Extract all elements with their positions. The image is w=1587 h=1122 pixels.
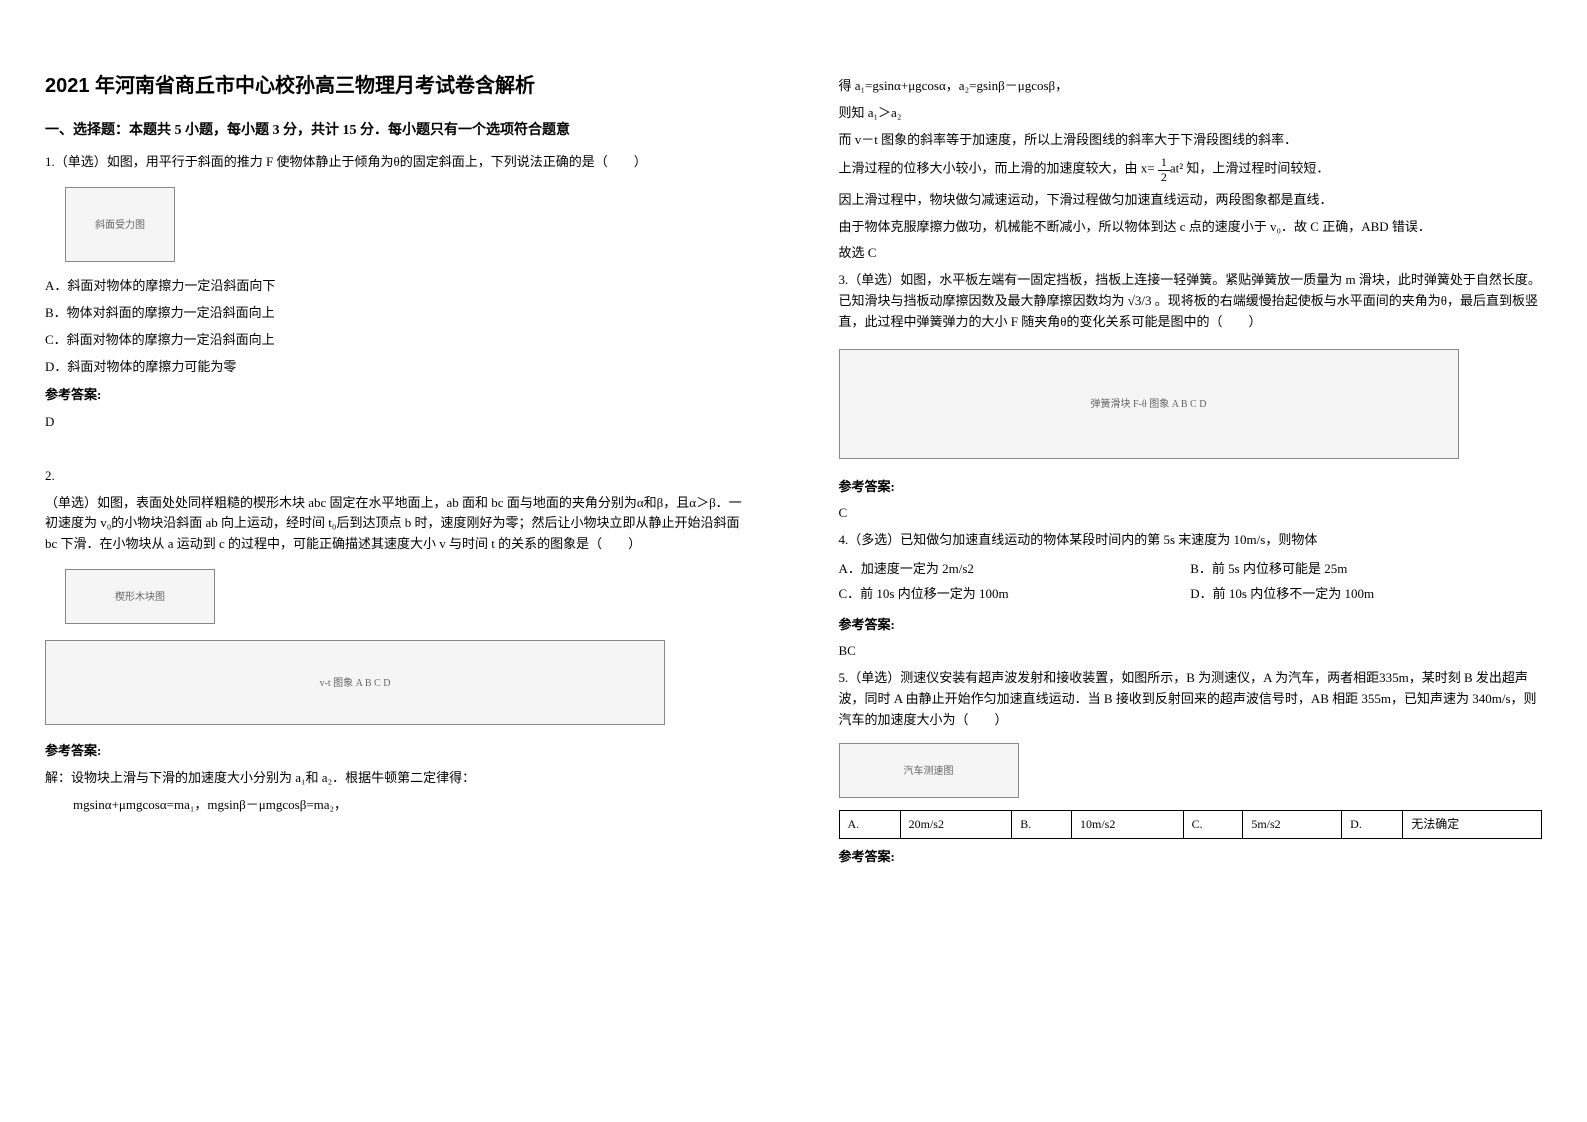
- q2-explain-3: 得 a₁=gsinα+μgcosα，a₂=gsinβ－μgcosβ，: [839, 76, 1543, 97]
- q1-option-c: C．斜面对物体的摩擦力一定沿斜面向上: [45, 330, 749, 351]
- q2-explain-4: 则知 a₁＞a₂: [839, 103, 1543, 124]
- fraction-half: 1 2: [1158, 156, 1170, 183]
- q1-option-b: B．物体对斜面的摩擦力一定沿斜面向上: [45, 303, 749, 324]
- q3-figure: 弹簧滑块 F-θ 图象 A B C D: [839, 349, 1459, 459]
- fraction-den: 2: [1158, 171, 1170, 184]
- q3-sqrt: √3/3: [1128, 293, 1152, 308]
- fraction-tail: at²: [1170, 161, 1183, 176]
- q4-option-a: A．加速度一定为 2m/s2: [839, 559, 1191, 580]
- section-1-title: 一、选择题：本题共 5 小题，每小题 3 分，共计 15 分．每小题只有一个选项…: [45, 120, 749, 142]
- q3-answer: C: [839, 503, 1543, 524]
- q4-option-c: C．前 10s 内位移一定为 100m: [839, 584, 1191, 605]
- q5-stem: 5.（单选）测速仪安装有超声波发射和接收装置，如图所示，B 为测速仪，A 为汽车…: [839, 668, 1543, 730]
- left-column: 2021 年河南省商丘市中心校孙高三物理月考试卷含解析 一、选择题：本题共 5 …: [0, 0, 794, 1122]
- q2-figure-wedge: 楔形木块图: [65, 569, 215, 624]
- q5-optA-label: A.: [839, 810, 900, 838]
- q1-answer-label: 参考答案: [45, 385, 749, 406]
- q5-optA-value: 20m/s2: [900, 810, 1012, 838]
- q4-option-b: B．前 5s 内位移可能是 25m: [1190, 559, 1542, 580]
- q2-explain-6: 上滑过程的位移大小较小，而上滑的加速度较大，由 x= 1 2 at² 知，上滑过…: [839, 156, 1543, 183]
- q2-explain-1: 解：设物块上滑与下滑的加速度大小分别为 a₁和 a₂．根据牛顿第二定律得：: [45, 768, 749, 789]
- q4-answer: BC: [839, 641, 1543, 662]
- q2-stem: （单选）如图，表面处处同样粗糙的楔形木块 abc 固定在水平地面上，ab 面和 …: [45, 493, 749, 555]
- q1-stem: 1.（单选）如图，用平行于斜面的推力 F 使物体静止于倾角为θ的固定斜面上，下列…: [45, 152, 749, 173]
- q5-figure: 汽车测速图: [839, 743, 1019, 798]
- q5-options-table: A. 20m/s2 B. 10m/s2 C. 5m/s2 D. 无法确定: [839, 810, 1543, 839]
- q5-optD-value: 无法确定: [1403, 810, 1542, 838]
- q2-figure-graphs: v-t 图象 A B C D: [45, 640, 665, 725]
- q5-answer-label: 参考答案: [839, 847, 1543, 868]
- q1-answer: D: [45, 412, 749, 433]
- q3-answer-label: 参考答案: [839, 477, 1543, 498]
- q2-explain-7: 因上滑过程中，物块做匀减速运动，下滑过程做匀加速直线运动，两段图象都是直线．: [839, 190, 1543, 211]
- q2-explain-2: mgsinα+μmgcosα=ma₁，mgsinβ－μmgcosβ=ma₂，: [45, 795, 749, 816]
- q5-optB-label: B.: [1012, 810, 1072, 838]
- q4-options-row2: C．前 10s 内位移一定为 100m D．前 10s 内位移不一定为 100m: [839, 582, 1543, 607]
- q2-explain-8: 由于物体克服摩擦力做功，机械能不断减小，所以物体到达 c 点的速度小于 v₀．故…: [839, 217, 1543, 238]
- table-row: A. 20m/s2 B. 10m/s2 C. 5m/s2 D. 无法确定: [839, 810, 1542, 838]
- q2-number: 2.: [45, 466, 749, 487]
- q5-optD-label: D.: [1342, 810, 1403, 838]
- q2-explain-5: 而 v－t 图象的斜率等于加速度，所以上滑段图线的斜率大于下滑段图线的斜率．: [839, 130, 1543, 151]
- q4-option-d: D．前 10s 内位移不一定为 100m: [1190, 584, 1542, 605]
- q1-figure: 斜面受力图: [65, 187, 175, 262]
- q4-options-row1: A．加速度一定为 2m/s2 B．前 5s 内位移可能是 25m: [839, 557, 1543, 582]
- exam-title: 2021 年河南省商丘市中心校孙高三物理月考试卷含解析: [45, 70, 749, 102]
- right-column: 得 a₁=gsinα+μgcosα，a₂=gsinβ－μgcosβ， 则知 a₁…: [794, 0, 1587, 1122]
- fraction-num: 1: [1158, 156, 1170, 170]
- q5-optC-label: C.: [1183, 810, 1243, 838]
- q2-explain-6b: 知，上滑过程时间较短．: [1186, 161, 1329, 176]
- q2-explain-6a: 上滑过程的位移大小较小，而上滑的加速度较大，由 x=: [839, 161, 1155, 176]
- q4-answer-label: 参考答案: [839, 615, 1543, 636]
- q2-explain-9: 故选 C: [839, 243, 1543, 264]
- q1-option-d: D．斜面对物体的摩擦力可能为零: [45, 357, 749, 378]
- q2-answer-label: 参考答案: [45, 741, 749, 762]
- q1-option-a: A．斜面对物体的摩擦力一定沿斜面向下: [45, 276, 749, 297]
- q4-stem: 4.（多选）已知做匀加速直线运动的物体某段时间内的第 5s 末速度为 10m/s…: [839, 530, 1543, 551]
- q5-optC-value: 5m/s2: [1243, 810, 1342, 838]
- q5-optB-value: 10m/s2: [1071, 810, 1183, 838]
- q3-stem: 3.（单选）如图，水平板左端有一固定挡板，挡板上连接一轻弹簧。紧贴弹簧放一质量为…: [839, 270, 1543, 332]
